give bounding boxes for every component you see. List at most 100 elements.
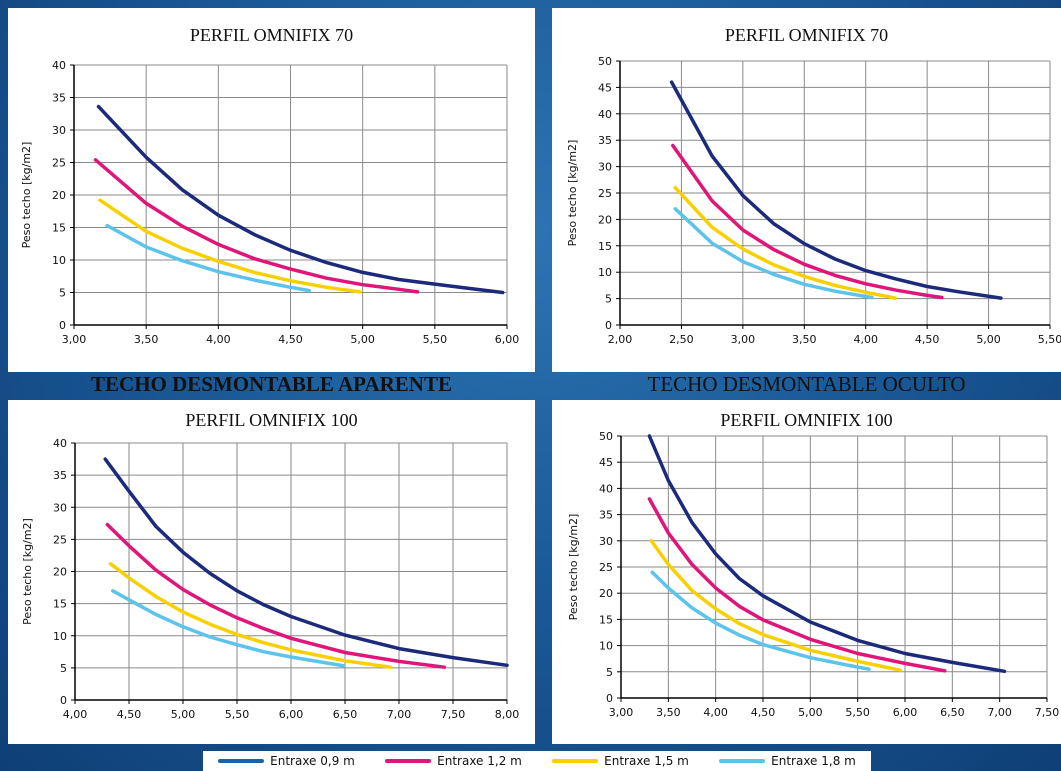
x-tick-label: 5,00 [976,333,1001,346]
chart-aparente-70: 3,00 3,50 4,00 4,50 5,00 5,50 6,00 0 5 10 15 20 25 30… [20,59,520,346]
x-tick-label: 4,50 [751,706,776,719]
legend-label: Entraxe 1,2 m [437,754,522,768]
x-tick-label: 5,50 [423,333,448,346]
series-line-1 [96,104,505,295]
y-tick-label: 10 [53,630,67,643]
x-tick-label: 3,00 [609,706,634,719]
chart-panel-aparente-70: PERFIL OMNIFIX 70 3,00 3,50 4,00 4,50 5,00 5,… [8,8,535,372]
x-tick-label: 2,00 [608,333,633,346]
y-tick-label: 30 [598,161,612,174]
legend-item: Entraxe 1,5 m [552,754,689,768]
legend-item: Entraxe 0,9 m [218,754,355,768]
series-line-1 [669,80,1003,300]
y-tick-label: 15 [599,613,613,626]
y-axis-label: Peso techo [kg/m2] [21,518,34,625]
chart-oculto-70: 2,00 2,50 3,00 3,50 4,00 4,50 5,00 5,50 0 5 10 15 20… [566,55,1061,346]
y-tick-label: 45 [598,81,612,94]
y-tick-label: 20 [53,566,67,579]
x-tick-label: 4,50 [117,708,142,721]
x-tick-label: 8,00 [495,708,520,721]
y-tick-label: 30 [599,535,613,548]
series-line-2 [93,158,420,294]
legend-swatch [385,759,432,763]
chart-panel-oculto-100: PERFIL OMNIFIX 100 3,00 3,50 4,00 4,50 5,00 5… [552,400,1061,744]
y-tick-label: 5 [59,287,66,300]
y-tick-label: 35 [599,509,613,522]
x-tick-label: 7,50 [1035,706,1060,719]
x-tick-label: 4,00 [703,706,728,719]
x-tick-label: 5,50 [845,706,870,719]
chart-title: PERFIL OMNIFIX 70 [189,25,354,45]
series-line-3 [649,539,903,672]
y-tick-label: 20 [598,213,612,226]
y-tick-label: 20 [599,587,613,600]
series-line-2 [647,497,947,673]
x-tick-label: 3,50 [792,333,817,346]
y-tick-label: 30 [52,124,66,137]
x-tick-label: 7,50 [441,708,466,721]
x-tick-label: 5,50 [225,708,250,721]
x-tick-label: 5,00 [350,333,375,346]
legend-label: Entraxe 1,5 m [604,754,689,768]
x-tick-label: 5,00 [798,706,823,719]
series-line-1 [647,434,1007,674]
y-tick-label: 15 [52,222,66,235]
y-tick-label: 50 [599,430,613,443]
series-line-3 [98,198,362,294]
legend-label: Entraxe 1,8 m [771,754,856,768]
legend-item: Entraxe 1,8 m [719,754,856,768]
series-line-3 [673,185,897,300]
y-tick-label: 5 [606,666,613,679]
x-tick-label: 4,00 [853,333,878,346]
y-tick-label: 40 [53,437,67,450]
x-tick-label: 4,00 [206,333,231,346]
series-line-2 [105,522,447,669]
y-tick-label: 35 [53,469,67,482]
y-tick-label: 10 [598,266,612,279]
y-tick-label: 35 [598,134,612,147]
series-line-4 [105,223,312,293]
series-line-4 [111,589,346,668]
y-tick-label: 15 [598,240,612,253]
x-tick-label: 6,50 [333,708,358,721]
y-tick-label: 0 [606,692,613,705]
y-tick-label: 40 [52,59,66,72]
legend-label: Entraxe 0,9 m [270,754,355,768]
x-tick-label: 6,00 [495,333,520,346]
y-tick-label: 40 [599,482,613,495]
chart-panel-oculto-70: PERFIL OMNIFIX 70 2,00 2,50 3,00 3,50 4,00 4,… [552,8,1061,372]
chart-panel-aparente-100: PERFIL OMNIFIX 100 4,00 4,50 5,00 5,50 6,00 6… [8,400,535,744]
x-tick-label: 6,50 [940,706,965,719]
x-tick-label: 7,00 [987,706,1012,719]
x-tick-label: 5,50 [1038,333,1061,346]
series-line-3 [108,562,393,669]
y-axis-label: Peso techo [kg/m2] [566,140,579,247]
y-axis-label: Peso techo [kg/m2] [567,514,580,621]
x-tick-label: 3,50 [134,333,159,346]
x-tick-label: 3,50 [656,706,681,719]
chart-title: PERFIL OMNIFIX 100 [720,410,893,430]
x-tick-label: 4,00 [63,708,88,721]
section-heading-aparente: TECHO DESMONTABLE APARENTE [91,372,452,396]
y-tick-label: 0 [59,319,66,332]
y-tick-label: 25 [599,561,613,574]
chart-oculto-100: 3,00 3,50 4,00 4,50 5,00 5,50 6,00 6,50 7,00 7,50… [567,430,1060,719]
y-tick-label: 50 [598,55,612,68]
y-tick-label: 5 [605,293,612,306]
series-line-1 [103,457,509,668]
x-tick-label: 3,00 [731,333,756,346]
y-tick-label: 20 [52,189,66,202]
legend-item: Entraxe 1,2 m [385,754,522,768]
x-tick-label: 4,50 [278,333,303,346]
y-tick-label: 0 [60,694,67,707]
y-tick-label: 45 [599,456,613,469]
series-line-4 [650,570,871,671]
y-tick-label: 0 [605,319,612,332]
x-tick-label: 2,50 [669,333,694,346]
section-heading-oculto: TECHO DESMONTABLE OCULTO [647,372,966,396]
y-tick-label: 30 [53,501,67,514]
x-tick-label: 3,00 [62,333,87,346]
y-tick-label: 25 [52,157,66,170]
x-tick-label: 6,00 [893,706,918,719]
y-tick-label: 25 [53,533,67,546]
